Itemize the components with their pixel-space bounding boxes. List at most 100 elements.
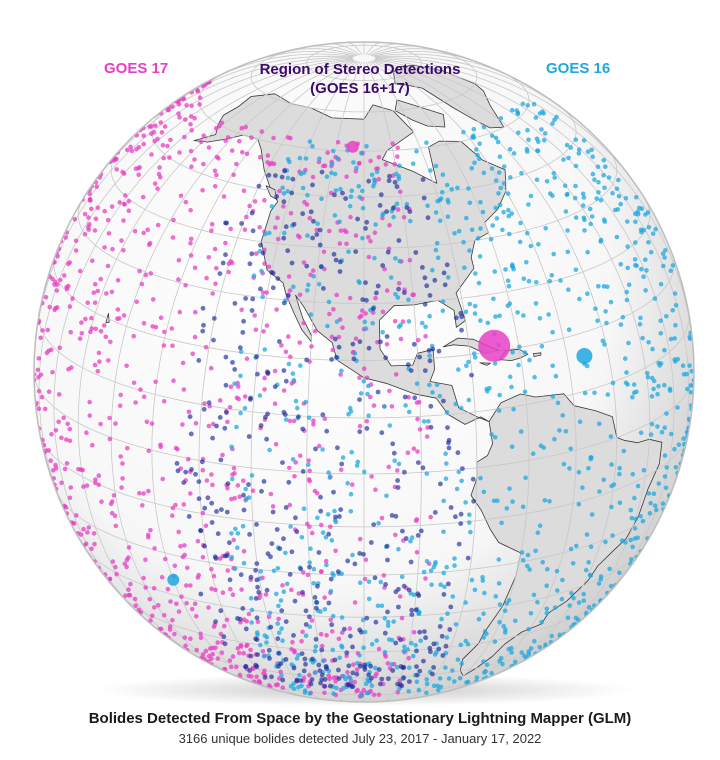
goes17-dot <box>352 600 358 605</box>
stereo-dot <box>413 607 419 613</box>
goes16-dot <box>659 429 665 435</box>
goes16-dot <box>544 610 550 616</box>
notable-bolide-goes17 <box>346 140 359 153</box>
goes16-dot <box>652 503 658 509</box>
goes17-dot <box>220 452 225 458</box>
stereo-dot <box>390 668 396 673</box>
stereo-dot <box>375 389 381 395</box>
goes17-dot <box>238 643 244 648</box>
goes16-dot <box>455 185 460 191</box>
stereo-dot <box>249 308 255 313</box>
goes17-dot <box>247 203 252 209</box>
stereo-dot <box>379 430 385 436</box>
goes17-dot <box>128 581 133 587</box>
goes16-dot <box>565 615 571 620</box>
goes16-dot <box>587 206 593 212</box>
goes16-dot <box>570 561 576 566</box>
goes17-dot <box>133 166 139 171</box>
stereo-dot <box>442 282 448 288</box>
stereo-dot <box>240 330 246 335</box>
stereo-dot <box>316 550 322 555</box>
stereo-dot <box>326 531 332 537</box>
goes17-dot <box>275 215 280 221</box>
goes16-dot <box>592 177 597 182</box>
goes17-dot <box>239 125 245 131</box>
goes16-dot <box>509 107 515 113</box>
goes16-dot <box>324 562 329 568</box>
goes17-dot <box>236 396 241 402</box>
goes17-dot <box>353 233 359 238</box>
goes17-dot <box>54 288 60 293</box>
goes17-dot <box>244 619 249 624</box>
goes17-dot <box>73 248 79 253</box>
stereo-dot <box>458 521 464 526</box>
goes17-dot <box>162 124 168 129</box>
goes16-dot <box>391 214 396 220</box>
goes16-dot <box>670 263 676 268</box>
goes16-dot <box>554 114 559 120</box>
stereo-dot <box>253 596 259 601</box>
goes17-dot <box>279 343 284 348</box>
goes16-dot <box>615 207 621 212</box>
goes16-dot <box>617 570 622 576</box>
goes17-dot <box>369 474 374 479</box>
goes16-dot <box>414 148 419 154</box>
goes17-dot <box>400 319 406 324</box>
stereo-dot <box>332 336 338 342</box>
goes16-dot <box>610 533 615 538</box>
stereo-dot <box>300 469 306 474</box>
goes17-dot <box>176 609 182 614</box>
goes16-dot <box>577 296 582 302</box>
goes16-dot <box>654 507 659 513</box>
goes16-dot <box>251 273 257 279</box>
goes16-dot <box>325 323 330 329</box>
goes17-dot <box>220 590 226 595</box>
goes16-dot <box>574 543 579 549</box>
stereo-dot <box>279 174 285 180</box>
stereo-dot <box>426 348 432 353</box>
goes16-dot <box>472 160 477 166</box>
goes17-dot <box>268 491 274 497</box>
goes17-dot <box>99 499 104 505</box>
stereo-dot <box>343 196 348 202</box>
goes17-dot <box>336 636 342 642</box>
stereo-dot <box>311 218 316 224</box>
goes17-dot <box>77 336 83 341</box>
stereo-dot <box>214 423 219 429</box>
goes16-dot <box>511 151 517 156</box>
stereo-dot <box>357 397 362 402</box>
goes17-dot <box>185 565 190 571</box>
goes17-dot <box>143 557 148 563</box>
goes16-dot <box>662 425 667 431</box>
stereo-dot <box>187 414 193 420</box>
goes16-dot <box>623 196 629 201</box>
stereo-dot <box>291 665 297 671</box>
goes17-dot <box>110 246 115 252</box>
stereo-dot <box>222 641 228 647</box>
goes17-dot <box>327 228 332 234</box>
goes16-dot <box>630 471 636 477</box>
land-baffin-island <box>394 99 446 128</box>
goes17-dot <box>91 531 97 536</box>
goes17-dot <box>152 605 157 610</box>
goes17-dot <box>203 344 209 350</box>
stereo-dot <box>272 384 278 390</box>
goes16-dot <box>393 292 398 297</box>
goes17-dot <box>149 152 154 157</box>
goes16-dot <box>658 281 664 287</box>
goes16-dot <box>393 256 398 261</box>
goes17-dot <box>225 135 231 140</box>
goes17-dot <box>149 421 155 426</box>
stereo-dot <box>408 559 414 565</box>
goes16-dot <box>362 319 368 325</box>
goes16-dot <box>539 343 545 349</box>
stereo-dot <box>351 356 357 362</box>
goes16-dot <box>639 266 644 272</box>
goes16-dot <box>238 410 243 416</box>
goes16-dot <box>337 219 342 225</box>
goes16-dot <box>295 405 300 411</box>
stereo-dot <box>385 609 390 615</box>
goes16-dot <box>416 611 422 616</box>
goes17-dot <box>184 103 189 108</box>
goes16-dot <box>550 363 555 369</box>
